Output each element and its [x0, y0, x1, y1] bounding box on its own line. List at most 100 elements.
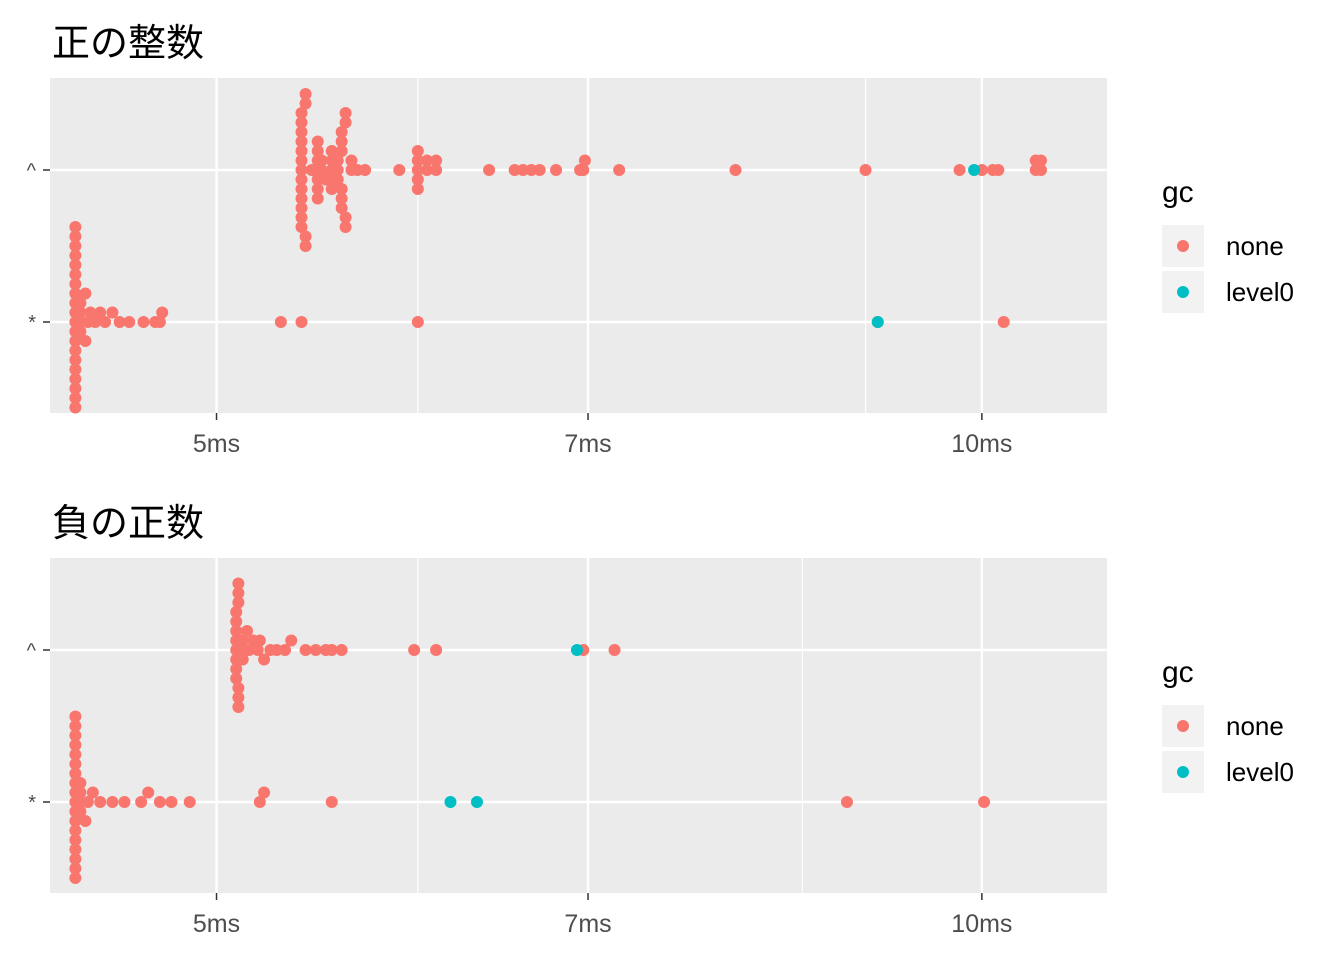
plot-background	[50, 558, 1107, 893]
data-point-none	[69, 824, 82, 837]
legend-label: none	[1226, 230, 1284, 261]
legend-key	[1162, 705, 1204, 747]
data-point-none	[295, 192, 308, 205]
data-point-none	[69, 748, 82, 761]
chart-title: 正の整数	[52, 21, 205, 65]
data-point-none	[230, 672, 243, 685]
data-point-level0	[470, 796, 483, 808]
data-point-none	[89, 316, 102, 328]
data-point-none	[335, 135, 348, 148]
data-point-none	[295, 116, 308, 129]
data-point-none	[331, 154, 344, 167]
data-point-none	[295, 316, 308, 328]
data-point-none	[69, 259, 82, 271]
data-point-none	[230, 625, 243, 637]
data-point-none	[74, 297, 87, 309]
data-point-none	[69, 758, 82, 770]
data-point-none	[253, 796, 266, 808]
data-point-none	[69, 240, 82, 252]
data-point-none	[69, 710, 82, 723]
data-point-none	[74, 786, 87, 799]
data-point-none	[421, 154, 434, 167]
chart-title: 負の正数	[52, 501, 205, 545]
data-point-none	[430, 164, 443, 176]
x-tick-label: 10ms	[951, 430, 1012, 458]
data-point-none	[69, 363, 82, 376]
data-point-none	[339, 221, 352, 233]
data-point-none	[74, 777, 87, 789]
data-point-none	[411, 173, 424, 186]
legend-key	[1162, 751, 1204, 793]
data-point-none	[311, 192, 324, 205]
data-point-none	[295, 183, 308, 195]
data-point-none	[411, 154, 424, 167]
data-point-none	[345, 154, 358, 167]
data-point-none	[270, 644, 283, 656]
chart-panel-negative: 負の正数 5ms 7ms 10ms * ^ gc none level0	[0, 480, 1344, 960]
data-point-none	[230, 606, 243, 618]
data-point-none	[183, 796, 196, 808]
data-point-none	[153, 796, 166, 808]
data-point-none	[230, 663, 243, 675]
data-point-none	[335, 183, 348, 195]
data-point-none	[69, 392, 82, 404]
data-point-none	[325, 796, 338, 808]
data-point-none	[1034, 154, 1047, 167]
data-point-none	[953, 164, 966, 176]
data-point-none	[295, 154, 308, 167]
data-point-none	[156, 306, 169, 319]
data-point-none	[232, 596, 245, 609]
data-point-none	[430, 154, 443, 167]
y-tick-label: *	[28, 792, 36, 814]
data-point-none	[94, 796, 107, 808]
data-point-level0	[968, 164, 981, 176]
data-point-none	[335, 644, 348, 656]
data-point-none	[69, 335, 82, 347]
data-point-none	[335, 126, 348, 138]
data-point-none	[81, 796, 94, 808]
data-point-none	[232, 682, 245, 694]
data-point-none	[295, 221, 308, 233]
legend-item-level0: level0	[1162, 270, 1332, 314]
data-point-none	[408, 644, 421, 656]
data-point-none	[236, 634, 249, 647]
data-point-none	[393, 164, 406, 176]
legend-key	[1162, 271, 1204, 313]
data-point-none	[241, 625, 254, 637]
data-point-none	[251, 644, 264, 656]
data-point-none	[69, 401, 82, 414]
data-point-none	[118, 796, 131, 808]
data-point-none	[339, 116, 352, 129]
data-point-none	[69, 872, 82, 884]
legend-item-none: none	[1162, 224, 1332, 268]
data-point-none	[331, 173, 344, 186]
data-point-none	[577, 164, 590, 176]
data-point-level0	[570, 644, 583, 656]
data-point-none	[69, 834, 82, 846]
y-tick-label: *	[28, 312, 36, 334]
data-point-none	[69, 729, 82, 742]
data-point-none	[295, 135, 308, 148]
legend-title: gc	[1162, 176, 1194, 209]
data-point-none	[295, 173, 308, 186]
data-point-none	[69, 344, 82, 357]
data-point-none	[421, 164, 434, 176]
data-point-none	[335, 192, 348, 205]
data-point-level0	[871, 316, 884, 328]
data-point-none	[299, 230, 312, 243]
data-point-none	[335, 202, 348, 214]
legend-key	[1162, 225, 1204, 267]
legend-dot-icon	[1177, 240, 1189, 252]
legend-title: gc	[1162, 656, 1194, 689]
data-point-none	[153, 316, 166, 328]
data-point-none	[299, 88, 312, 100]
data-point-none	[123, 316, 136, 328]
data-point-none	[315, 164, 328, 176]
legend-dot-icon	[1177, 286, 1189, 298]
data-point-none	[69, 287, 82, 300]
data-point-none	[411, 145, 424, 157]
data-point-none	[253, 634, 266, 647]
data-point-none	[1034, 164, 1047, 176]
y-tick-label: ^	[27, 160, 37, 182]
data-point-none	[359, 164, 372, 176]
